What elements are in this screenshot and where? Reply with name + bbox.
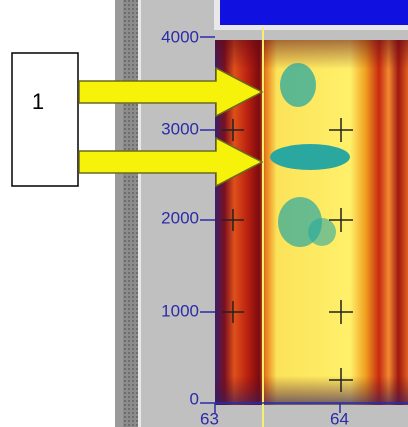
y-axis-label: 4000	[161, 27, 199, 46]
annotation-label: 1	[32, 89, 44, 114]
frame	[138, 0, 141, 427]
y-axis-label: 2000	[161, 208, 199, 227]
arrow	[78, 66, 264, 118]
x-axis-label: 63	[200, 409, 219, 427]
formant	[308, 218, 336, 246]
blue-bar	[220, 0, 408, 25]
axis-ticks	[200, 36, 408, 413]
arrow	[78, 136, 264, 188]
x-axis-label: 64	[330, 409, 349, 427]
splitter	[123, 0, 138, 427]
y-axis-label: 3000	[161, 119, 199, 138]
cross-marks	[222, 118, 353, 392]
y-axis-labels: 4000 3000 2000 1000 0	[161, 27, 199, 408]
x-axis-labels: 63 64	[200, 409, 349, 427]
formant	[280, 63, 316, 107]
annotation-box	[11, 52, 79, 187]
y-axis-label: 0	[190, 389, 199, 408]
frame	[115, 0, 123, 427]
crosses	[222, 118, 353, 392]
y-axis-label: 1000	[161, 301, 199, 320]
formants	[270, 63, 350, 247]
formant	[270, 144, 350, 170]
